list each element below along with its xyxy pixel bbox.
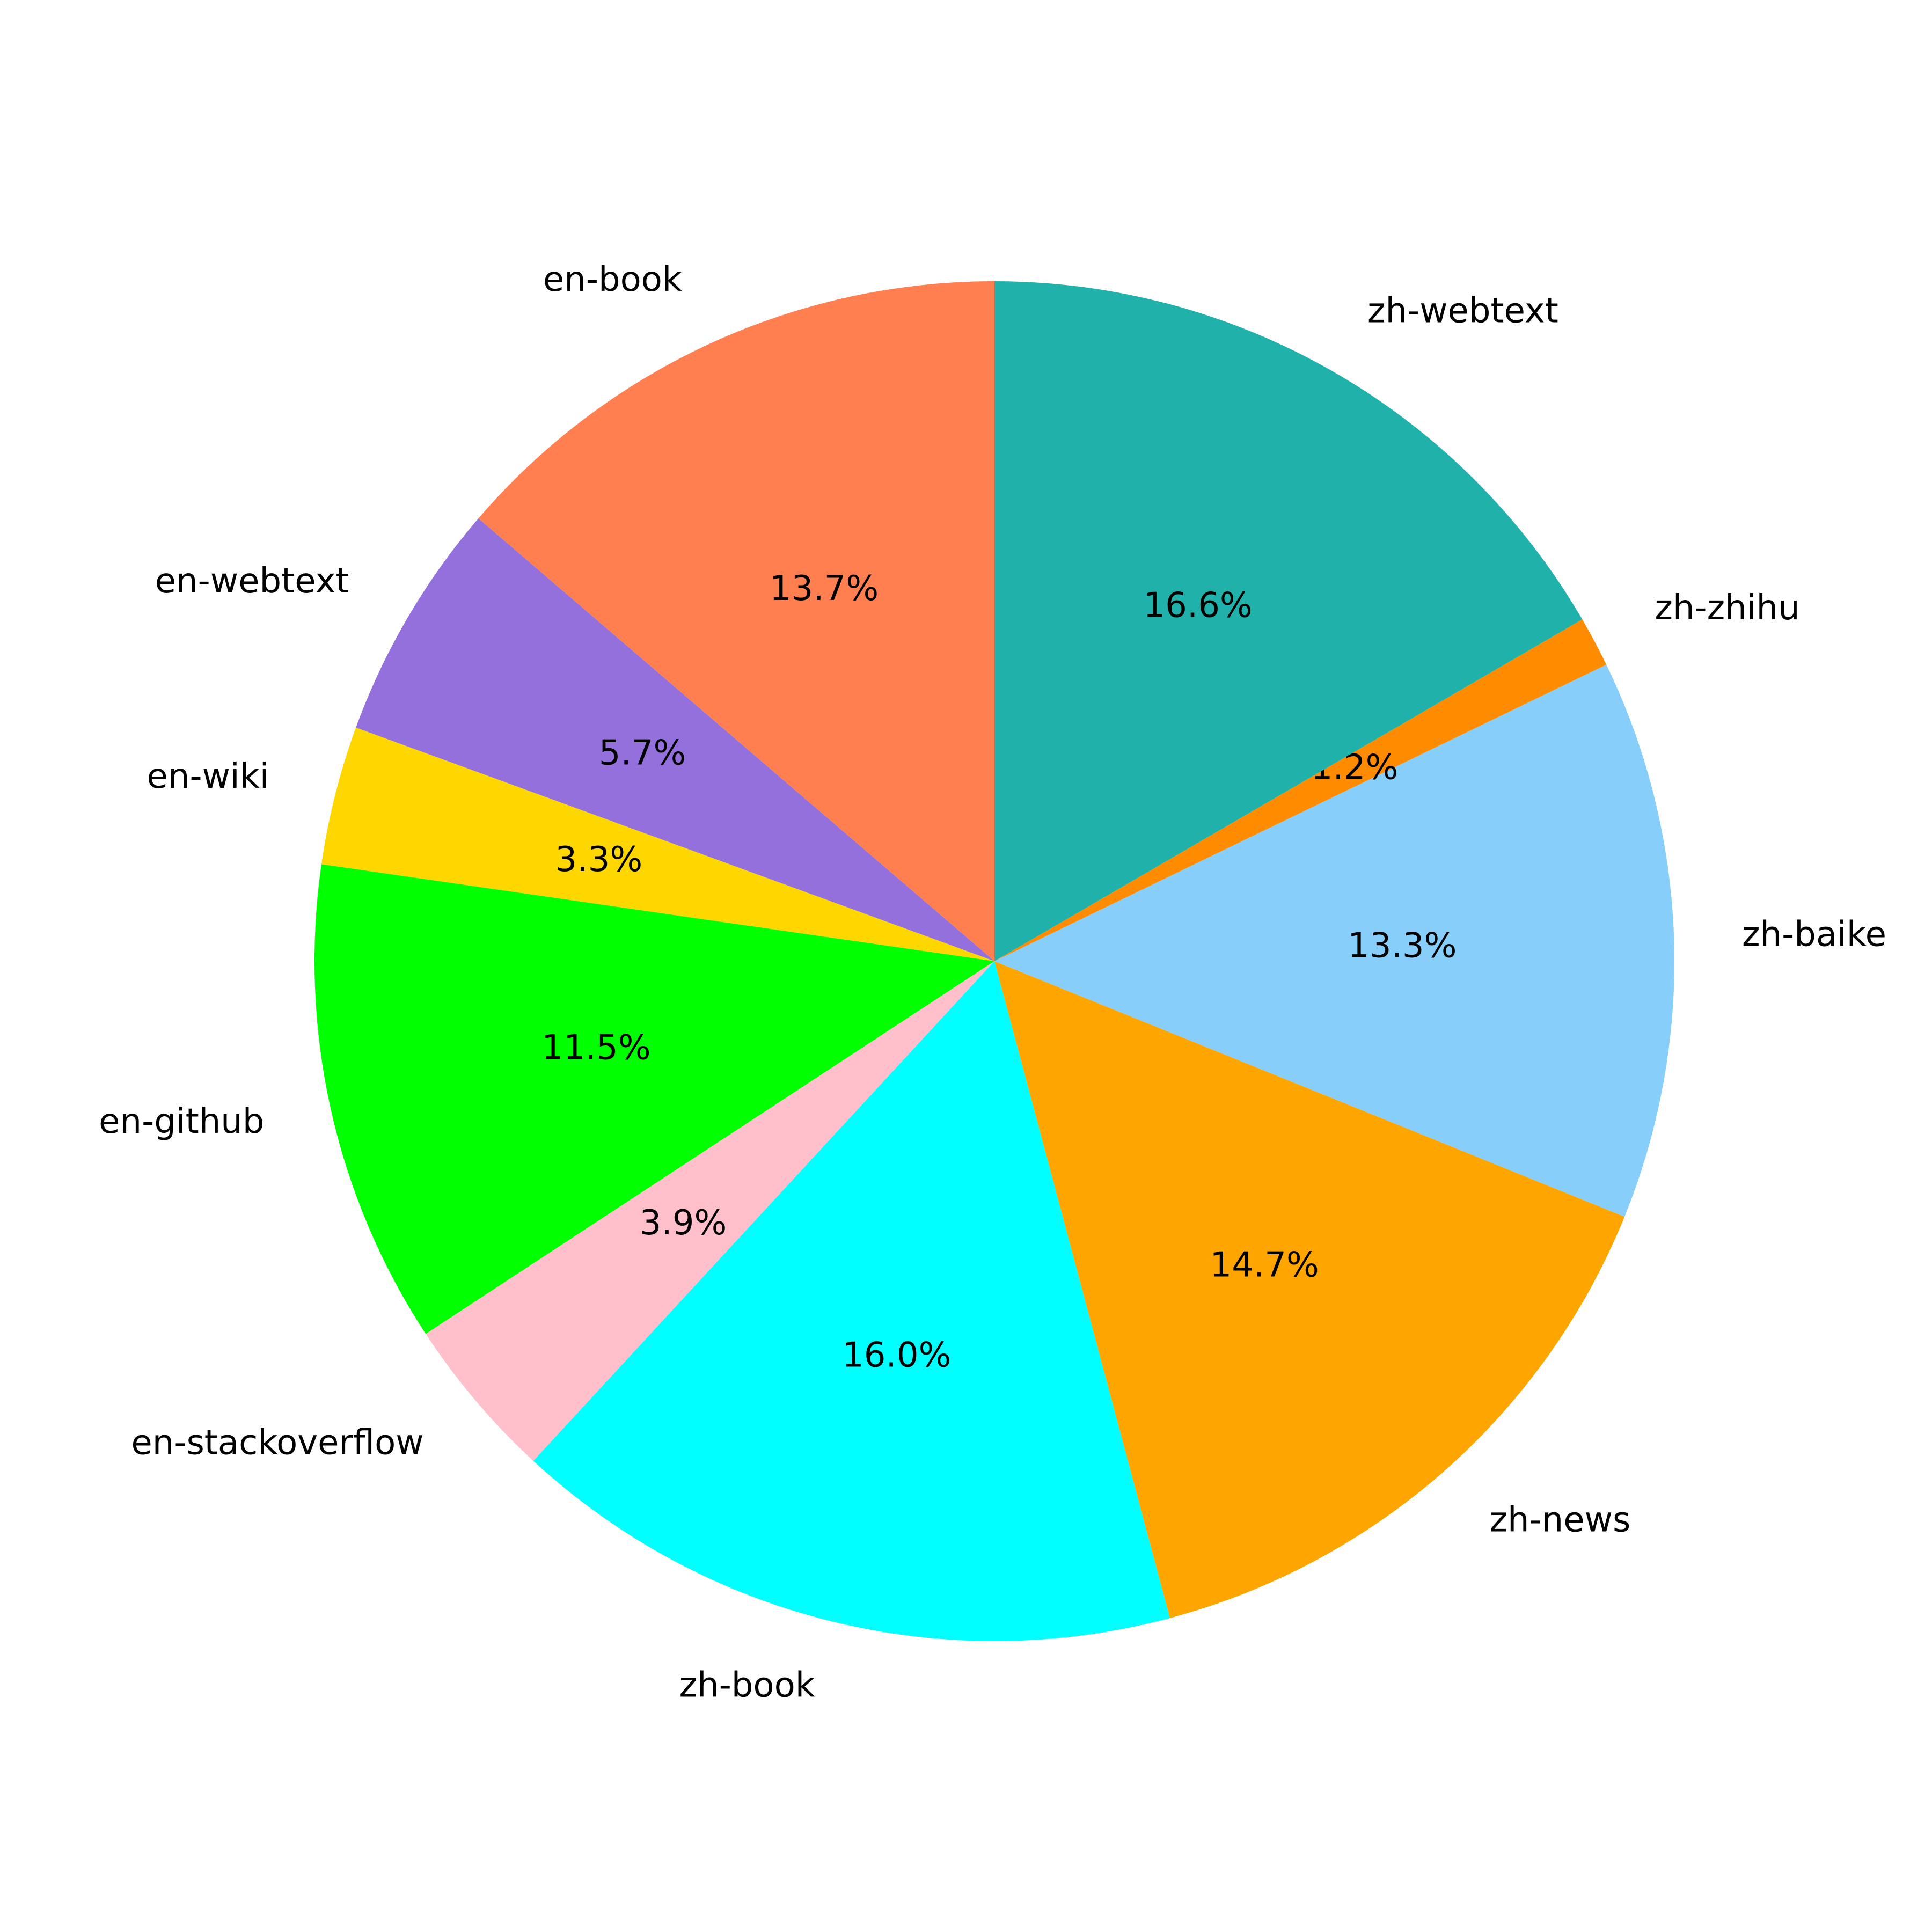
value-label: 11.5% xyxy=(541,1028,650,1067)
value-label: 3.9% xyxy=(640,1203,727,1243)
pie-slice xyxy=(321,727,995,961)
slice-label: en-book xyxy=(543,260,682,299)
pie-slice xyxy=(994,281,1583,961)
pie-slice xyxy=(994,961,1625,1619)
slice-label: en-wiki xyxy=(147,757,269,796)
slice-label: zh-webtext xyxy=(1367,291,1558,331)
pie-slice xyxy=(533,961,1170,1641)
slice-label: zh-book xyxy=(679,1666,815,1706)
pie-slice xyxy=(314,864,994,1334)
slice-label: en-github xyxy=(99,1102,264,1141)
value-label: 16.6% xyxy=(1143,586,1252,626)
slice-label: zh-baike xyxy=(1742,915,1886,955)
value-label: 13.7% xyxy=(770,569,879,609)
pie-slice xyxy=(994,664,1674,1217)
value-label: 3.3% xyxy=(555,840,643,880)
value-label: 16.0% xyxy=(842,1336,951,1375)
slice-label: en-webtext xyxy=(155,561,349,601)
slice-label: en-stackoverflow xyxy=(131,1423,423,1462)
pie-slice xyxy=(426,961,994,1461)
value-label: 5.7% xyxy=(599,733,686,773)
pie-slice xyxy=(356,518,994,961)
pie-slice xyxy=(994,619,1607,961)
value-label: 14.7% xyxy=(1210,1245,1319,1285)
slice-label: zh-news xyxy=(1489,1500,1630,1540)
slice-label: zh-zhihu xyxy=(1655,588,1799,628)
pie-slice xyxy=(478,281,994,961)
value-label: 13.3% xyxy=(1348,926,1457,965)
